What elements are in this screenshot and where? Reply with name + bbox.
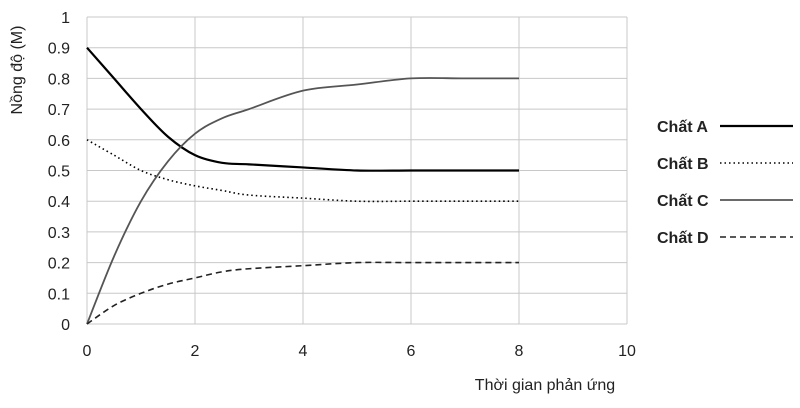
x-tick-label: 10	[618, 343, 636, 360]
y-tick-labels: 0 0.1 0.2 0.3 0.4 0.5 0.6 0.7 0.8 0.9 1	[48, 10, 70, 334]
y-axis-label: Nồng độ (M)	[9, 26, 26, 115]
y-tick-label: 0.3	[48, 225, 70, 242]
y-tick-label: 0.5	[48, 164, 70, 181]
series-chat-d-line	[86, 261, 519, 325]
x-tick-labels: 0 2 4 6 8 10	[83, 343, 636, 360]
y-tick-label: 0.2	[48, 256, 70, 273]
x-tick-label: 4	[299, 343, 308, 360]
legend-label: Chất D	[657, 230, 709, 247]
y-tick-label: 1	[61, 10, 70, 27]
series-chat-a-line	[86, 46, 519, 172]
y-tick-label: 0.8	[48, 71, 70, 88]
x-tick-label: 6	[407, 343, 416, 360]
legend-label: Chất A	[657, 119, 708, 136]
legend: Chất A Chất B Chất C Chất D	[657, 119, 793, 247]
series-chat-c-line	[86, 77, 519, 325]
x-tick-label: 0	[83, 343, 92, 360]
y-tick-label: 0	[61, 317, 70, 334]
y-tick-label: 0.1	[48, 286, 70, 303]
y-tick-label: 0.4	[48, 194, 70, 211]
legend-label: Chất B	[657, 156, 709, 173]
series-lines	[86, 46, 519, 325]
y-tick-label: 0.9	[48, 41, 70, 58]
x-axis-label: Thời gian phản ứng	[475, 377, 615, 394]
legend-label: Chất C	[657, 193, 709, 210]
x-tick-label: 2	[191, 343, 200, 360]
series-chat-b-line	[86, 139, 519, 203]
x-tick-label: 8	[515, 343, 524, 360]
y-tick-label: 0.6	[48, 133, 70, 150]
y-tick-label: 0.7	[48, 102, 70, 119]
